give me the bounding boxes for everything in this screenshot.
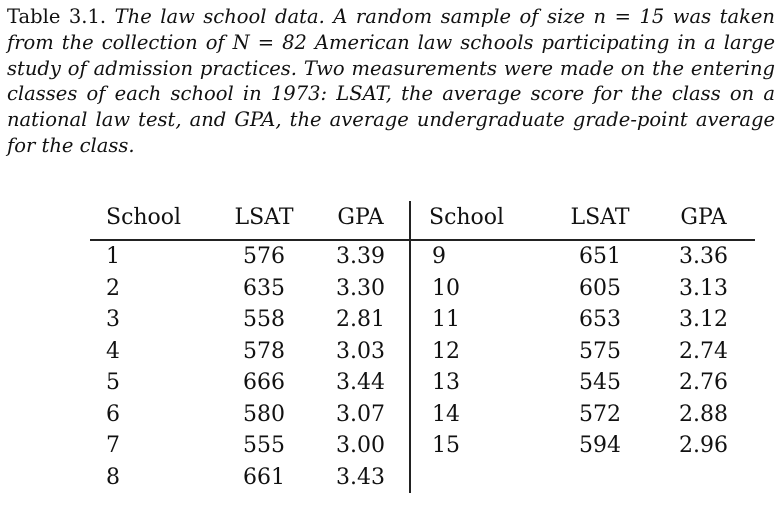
table-row: 1 576 3.39 9 651 3.36 bbox=[90, 240, 755, 273]
table-header: School LSAT GPA School LSAT GPA bbox=[90, 201, 755, 241]
lsat-cell: 572 bbox=[579, 401, 621, 427]
header-school-left: School bbox=[90, 201, 216, 241]
school-cell: 10 bbox=[409, 272, 548, 304]
gpa-cell: 3.13 bbox=[679, 275, 728, 301]
gpa-cell: 3.44 bbox=[336, 370, 385, 395]
caption-text: The law school data. A random sample of … bbox=[7, 5, 775, 157]
lsat-cell bbox=[548, 462, 652, 494]
gpa-cell: 3.12 bbox=[679, 307, 728, 332]
school-cell: 11 bbox=[409, 304, 548, 336]
school-cell: 1 bbox=[106, 244, 120, 269]
gpa-cell: 2.81 bbox=[336, 307, 385, 332]
school-cell: 7 bbox=[106, 433, 120, 458]
gpa-cell: 3.00 bbox=[336, 433, 385, 458]
lsat-cell: 661 bbox=[243, 464, 285, 490]
lsat-cell: 635 bbox=[243, 275, 285, 301]
table-row: 6 580 3.07 14 572 2.88 bbox=[90, 398, 755, 430]
header-school-right: School bbox=[409, 201, 548, 241]
table-row: 4 578 3.03 12 575 2.74 bbox=[90, 335, 755, 367]
school-cell: 14 bbox=[409, 398, 548, 430]
lsat-cell: 605 bbox=[579, 275, 621, 301]
school-cell: 8 bbox=[106, 464, 120, 490]
lsat-cell: 575 bbox=[579, 338, 621, 364]
table-row: 5 666 3.44 13 545 2.76 bbox=[90, 367, 755, 399]
table-row: 2 635 3.30 10 605 3.13 bbox=[90, 272, 755, 304]
school-cell: 4 bbox=[106, 338, 120, 364]
lsat-cell: 594 bbox=[579, 433, 621, 458]
header-row: School LSAT GPA School LSAT GPA bbox=[90, 201, 755, 241]
law-school-table: School LSAT GPA School LSAT GPA 1 576 3.39… bbox=[90, 201, 755, 493]
table-body: 1 576 3.39 9 651 3.36 2 635 3.30 10 605 3.13 3 558 2.8… bbox=[90, 240, 755, 493]
lsat-cell: 576 bbox=[243, 244, 285, 269]
school-cell bbox=[409, 461, 548, 493]
school-cell: 5 bbox=[106, 370, 120, 395]
gpa-cell: 3.43 bbox=[336, 464, 385, 490]
gpa-cell: 3.30 bbox=[336, 275, 385, 301]
gpa-cell: 2.74 bbox=[679, 338, 728, 364]
table-caption: Table 3.1. The law school data. A random… bbox=[7, 4, 775, 159]
gpa-cell bbox=[652, 462, 755, 494]
lsat-cell: 666 bbox=[243, 370, 285, 395]
school-cell: 6 bbox=[106, 401, 120, 427]
gpa-cell: 2.88 bbox=[679, 401, 728, 427]
header-gpa-right: GPA bbox=[652, 201, 755, 241]
header-gpa-left: GPA bbox=[312, 201, 410, 241]
school-cell: 2 bbox=[106, 275, 120, 301]
lsat-cell: 578 bbox=[243, 338, 285, 364]
header-lsat-right: LSAT bbox=[548, 201, 652, 241]
lsat-cell: 651 bbox=[579, 244, 621, 269]
school-cell: 15 bbox=[409, 430, 548, 462]
gpa-cell: 3.03 bbox=[336, 338, 385, 364]
school-cell: 3 bbox=[106, 307, 120, 332]
gpa-cell: 3.39 bbox=[336, 244, 385, 269]
gpa-cell: 2.96 bbox=[679, 433, 728, 458]
gpa-cell: 3.36 bbox=[679, 244, 728, 269]
school-cell: 9 bbox=[409, 240, 548, 273]
lsat-cell: 653 bbox=[579, 307, 621, 332]
table-row: 3 558 2.81 11 653 3.12 bbox=[90, 304, 755, 336]
gpa-cell: 3.07 bbox=[336, 401, 385, 427]
table-row: 7 555 3.00 15 594 2.96 bbox=[90, 430, 755, 462]
caption-label: Table 3.1. bbox=[7, 5, 107, 28]
lsat-cell: 545 bbox=[579, 370, 621, 395]
gpa-cell: 2.76 bbox=[679, 370, 728, 395]
table-row: 8 661 3.43 bbox=[90, 461, 755, 494]
school-cell: 13 bbox=[409, 367, 548, 399]
header-lsat-left: LSAT bbox=[216, 201, 312, 241]
lsat-cell: 558 bbox=[243, 307, 285, 332]
lsat-cell: 555 bbox=[243, 433, 285, 458]
school-cell: 12 bbox=[409, 335, 548, 367]
lsat-cell: 580 bbox=[243, 401, 285, 427]
